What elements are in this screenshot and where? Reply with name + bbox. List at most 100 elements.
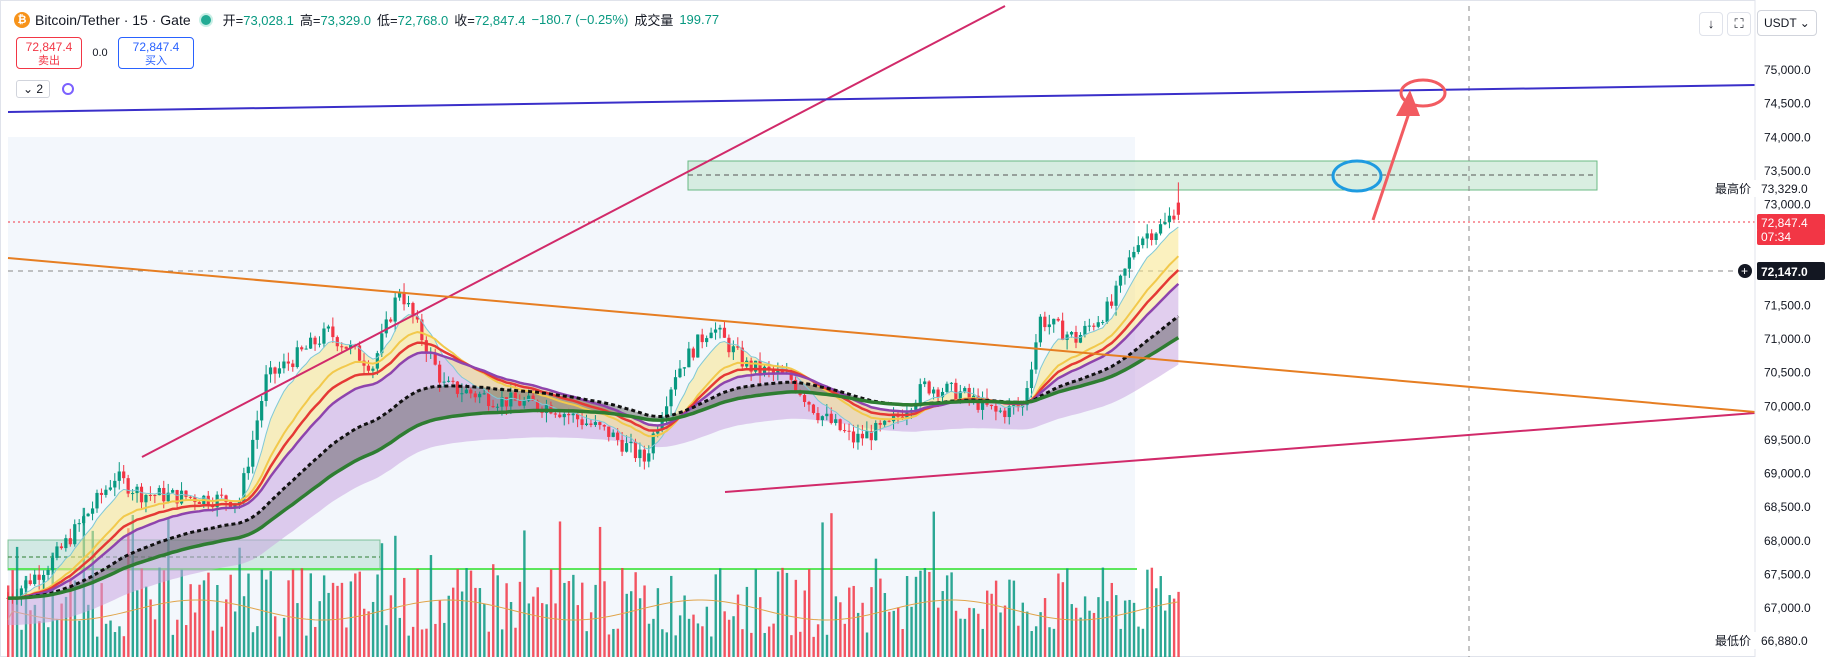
candle-body	[611, 432, 615, 437]
price-tick-label: 69,000.0	[1764, 467, 1811, 481]
volume-bar	[812, 636, 815, 657]
candle-body	[50, 557, 55, 571]
volume-bar	[322, 575, 326, 657]
volume-bar	[772, 623, 775, 657]
candle-body	[153, 495, 157, 497]
volume-bar	[905, 576, 909, 657]
volume-bar	[536, 587, 539, 657]
candle-body	[1101, 322, 1105, 324]
candle-body	[949, 382, 953, 384]
candle-body	[406, 302, 411, 305]
candle-body	[994, 406, 998, 412]
volume-bar	[1132, 602, 1136, 657]
price-tick-label: 73,500.0	[1764, 164, 1811, 178]
volume-bar	[100, 583, 103, 657]
candle-body	[829, 413, 833, 424]
sync-icon[interactable]	[62, 83, 75, 95]
volume-bar	[394, 535, 397, 657]
volume-bar	[251, 632, 255, 657]
volume-bar	[96, 636, 99, 657]
volume-bar	[140, 568, 143, 657]
candle-body	[887, 420, 891, 422]
candle-body	[398, 292, 402, 298]
candle-body	[1025, 388, 1029, 406]
volume-bar	[1043, 598, 1047, 657]
volume-bar	[919, 570, 922, 657]
volume-bar	[474, 587, 477, 657]
volume-bar	[901, 629, 904, 657]
volume-bar	[843, 623, 846, 657]
candle-body	[820, 416, 824, 421]
volume-bar	[883, 593, 887, 657]
volume-bar	[376, 574, 379, 657]
candle-body	[958, 391, 962, 400]
volume-bar	[710, 636, 713, 657]
volume-bar	[914, 576, 918, 657]
volume-bar	[1075, 607, 1078, 657]
download-icon[interactable]: ↓	[1699, 12, 1723, 36]
price-tick-label: 70,000.0	[1764, 399, 1811, 413]
volume-bar	[950, 572, 953, 657]
candle-body	[936, 389, 940, 398]
volume-bar	[287, 580, 290, 657]
candle-body	[1172, 215, 1176, 220]
volume-bar	[852, 585, 855, 657]
candle-body	[1038, 316, 1042, 343]
sell-button[interactable]: 72,847.4 卖出	[16, 37, 82, 69]
volume-bar	[656, 588, 660, 657]
candle-body	[411, 302, 415, 317]
volume-bar	[1146, 569, 1149, 657]
volume-bar	[848, 587, 851, 657]
volume-bar	[990, 593, 993, 657]
volume-bar	[1128, 599, 1131, 657]
volume-bar	[109, 620, 112, 657]
volume-bar	[64, 596, 68, 657]
indicators-toggle[interactable]: ⌄ 2	[16, 80, 51, 98]
volume-bar	[1017, 625, 1020, 657]
volume-bar	[144, 586, 148, 657]
price-tick-label: 74,500.0	[1764, 97, 1811, 111]
buy-button[interactable]: 72,847.4 买入	[118, 37, 194, 69]
purple-cloud	[8, 283, 1179, 625]
indicators-row: ⌄ 2	[16, 80, 75, 98]
volume-bar	[634, 572, 637, 657]
volume-bar	[727, 619, 731, 657]
volume-bar	[492, 564, 495, 657]
volume-bar	[1115, 595, 1118, 657]
candle-body	[651, 433, 655, 454]
candle-body	[874, 423, 878, 441]
volume-bar	[1097, 597, 1100, 657]
ascending-channel-top	[141, 5, 1006, 458]
candle-body	[616, 432, 620, 440]
candle-body	[455, 381, 460, 394]
volume-bar	[767, 626, 771, 657]
candle-body	[1163, 222, 1167, 225]
symbol-title[interactable]: Bitcoin/Tether · 15 · Gate	[35, 11, 191, 28]
candle-body	[816, 413, 820, 421]
plus-glyph: +	[1741, 264, 1748, 278]
ascending-support-line	[724, 412, 1756, 493]
candle-body	[366, 365, 371, 371]
price-tick-label: 75,000.0	[1764, 63, 1811, 77]
volume-bar	[211, 630, 215, 657]
open-label: 开=	[222, 13, 244, 28]
candle-body	[802, 395, 807, 402]
projection-arrow-shaft	[1371, 109, 1412, 221]
volume-bar	[959, 618, 962, 657]
high-label: 高=	[299, 13, 321, 28]
volume-bar	[1039, 612, 1042, 657]
candle-body	[380, 333, 384, 354]
volume-bar	[1070, 604, 1073, 657]
volume-bar	[1026, 611, 1029, 657]
sma-long-line	[7, 336, 1180, 600]
volume-bar	[242, 596, 246, 657]
low-tag-value-bg	[1757, 632, 1825, 649]
candle-body	[420, 319, 424, 341]
currency-select[interactable]: USDT ⌄	[1757, 10, 1817, 36]
candle-body	[90, 508, 95, 514]
buy-price: 72,847.4	[132, 40, 180, 54]
volume-bar	[469, 570, 473, 657]
fullscreen-icon[interactable]: ⛶	[1727, 12, 1751, 36]
projection-arrow-head	[1396, 90, 1420, 116]
